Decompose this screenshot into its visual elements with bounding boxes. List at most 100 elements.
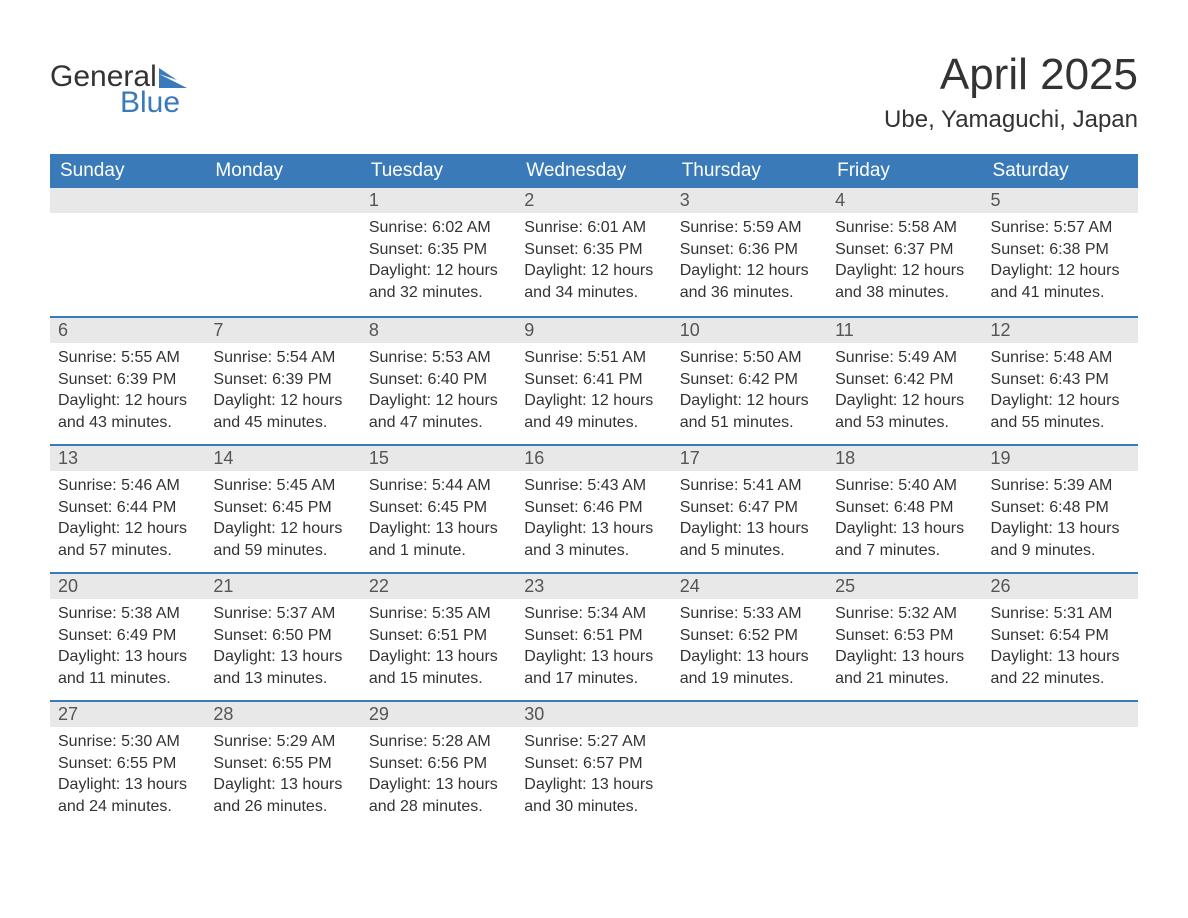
day-details: Sunrise: 5:41 AMSunset: 6:47 PMDaylight:… (672, 471, 827, 567)
day-sunset: Sunset: 6:43 PM (991, 369, 1130, 391)
day-daylight2: and 36 minutes. (680, 282, 819, 304)
empty-day-number-row (827, 700, 982, 727)
day-details: Sunrise: 6:02 AMSunset: 6:35 PMDaylight:… (361, 213, 516, 309)
calendar-day-cell: 28Sunrise: 5:29 AMSunset: 6:55 PMDayligh… (205, 700, 360, 828)
calendar-day-cell: 24Sunrise: 5:33 AMSunset: 6:52 PMDayligh… (672, 572, 827, 700)
day-sunrise: Sunrise: 5:31 AM (991, 603, 1130, 625)
day-daylight2: and 49 minutes. (524, 412, 663, 434)
day-details: Sunrise: 5:50 AMSunset: 6:42 PMDaylight:… (672, 343, 827, 439)
day-sunset: Sunset: 6:35 PM (369, 239, 508, 261)
day-daylight2: and 15 minutes. (369, 668, 508, 690)
weekday-header: Wednesday (516, 154, 671, 188)
brand-logo: General Blue (50, 60, 187, 120)
day-daylight2: and 41 minutes. (991, 282, 1130, 304)
day-details: Sunrise: 5:28 AMSunset: 6:56 PMDaylight:… (361, 727, 516, 823)
day-daylight2: and 51 minutes. (680, 412, 819, 434)
day-daylight2: and 47 minutes. (369, 412, 508, 434)
calendar-day-cell: 22Sunrise: 5:35 AMSunset: 6:51 PMDayligh… (361, 572, 516, 700)
day-number: 1 (361, 188, 516, 213)
day-sunrise: Sunrise: 5:30 AM (58, 731, 197, 753)
day-daylight2: and 53 minutes. (835, 412, 974, 434)
day-number: 18 (827, 444, 982, 471)
day-daylight2: and 19 minutes. (680, 668, 819, 690)
day-sunset: Sunset: 6:46 PM (524, 497, 663, 519)
calendar-day-cell: 2Sunrise: 6:01 AMSunset: 6:35 PMDaylight… (516, 188, 671, 316)
day-sunset: Sunset: 6:48 PM (835, 497, 974, 519)
day-number: 10 (672, 316, 827, 343)
calendar-day-cell: 30 Sunrise: 5:27 AMSunset: 6:57 PMDayligh… (516, 700, 671, 828)
day-sunrise: Sunrise: 6:02 AM (369, 217, 508, 239)
day-details: Sunrise: 5:55 AMSunset: 6:39 PMDaylight:… (50, 343, 205, 439)
day-number: 15 (361, 444, 516, 471)
day-daylight2: and 45 minutes. (213, 412, 352, 434)
day-daylight1: Daylight: 13 hours (213, 646, 352, 668)
day-details: Sunrise: 5:43 AMSunset: 6:46 PMDaylight:… (516, 471, 671, 567)
calendar-day-cell: 7Sunrise: 5:54 AMSunset: 6:39 PMDaylight… (205, 316, 360, 444)
day-daylight2: and 9 minutes. (991, 540, 1130, 562)
day-details: Sunrise: 5:51 AMSunset: 6:41 PMDaylight:… (516, 343, 671, 439)
day-sunset: Sunset: 6:45 PM (369, 497, 508, 519)
day-daylight1: Daylight: 12 hours (991, 260, 1130, 282)
location-subtitle: Ube, Yamaguchi, Japan (884, 106, 1138, 134)
calendar-day-cell: 9Sunrise: 5:51 AMSunset: 6:41 PMDaylight… (516, 316, 671, 444)
day-number: 14 (205, 444, 360, 471)
day-daylight1: Daylight: 13 hours (369, 646, 508, 668)
day-daylight2: and 26 minutes. (213, 796, 352, 818)
day-sunrise: Sunrise: 5:50 AM (680, 347, 819, 369)
calendar-day-cell: 21Sunrise: 5:37 AMSunset: 6:50 PMDayligh… (205, 572, 360, 700)
day-sunrise: Sunrise: 5:49 AM (835, 347, 974, 369)
day-number: 21 (205, 572, 360, 599)
day-sunset: Sunset: 6:37 PM (835, 239, 974, 261)
day-daylight1: Daylight: 13 hours (524, 646, 663, 668)
calendar-week-row: 20Sunrise: 5:38 AMSunset: 6:49 PMDayligh… (50, 572, 1138, 700)
day-number: 20 (50, 572, 205, 599)
day-details: Sunrise: 5:30 AMSunset: 6:55 PMDaylight:… (50, 727, 205, 823)
day-number: 25 (827, 572, 982, 599)
day-number: 24 (672, 572, 827, 599)
calendar-week-row: 27Sunrise: 5:30 AMSunset: 6:55 PMDayligh… (50, 700, 1138, 828)
day-sunset: Sunset: 6:57 PM (524, 753, 663, 775)
day-daylight1: Daylight: 13 hours (524, 774, 663, 796)
day-sunset: Sunset: 6:40 PM (369, 369, 508, 391)
day-sunrise: Sunrise: 5:29 AM (213, 731, 352, 753)
day-number: 12 (983, 316, 1138, 343)
day-daylight2: and 43 minutes. (58, 412, 197, 434)
day-details: Sunrise: 5:32 AMSunset: 6:53 PMDaylight:… (827, 599, 982, 695)
day-number: 5 (983, 188, 1138, 213)
empty-day-number-row (983, 700, 1138, 727)
calendar-day-cell: 26Sunrise: 5:31 AMSunset: 6:54 PMDayligh… (983, 572, 1138, 700)
day-daylight1: Daylight: 13 hours (58, 774, 197, 796)
day-daylight1: Daylight: 12 hours (213, 518, 352, 540)
calendar-day-cell: 3Sunrise: 5:59 AMSunset: 6:36 PMDaylight… (672, 188, 827, 316)
day-number: 2 (516, 188, 671, 213)
day-sunset: Sunset: 6:36 PM (680, 239, 819, 261)
empty-day-number-row (672, 700, 827, 727)
day-details: Sunrise: 5:46 AMSunset: 6:44 PMDaylight:… (50, 471, 205, 567)
day-details: Sunrise: 5:39 AMSunset: 6:48 PMDaylight:… (983, 471, 1138, 567)
day-sunset: Sunset: 6:39 PM (213, 369, 352, 391)
day-daylight1: Daylight: 12 hours (835, 390, 974, 412)
page-header: General Blue April 2025 Ube, Yamaguchi, … (50, 50, 1138, 134)
day-sunrise: Sunrise: 5:40 AM (835, 475, 974, 497)
day-daylight2: and 13 minutes. (213, 668, 352, 690)
day-sunrise: Sunrise: 5:27 AM (524, 731, 663, 753)
day-daylight2: and 55 minutes. (991, 412, 1130, 434)
calendar-day-cell: 8Sunrise: 5:53 AMSunset: 6:40 PMDaylight… (361, 316, 516, 444)
day-sunrise: Sunrise: 5:58 AM (835, 217, 974, 239)
day-daylight2: and 7 minutes. (835, 540, 974, 562)
day-sunrise: Sunrise: 5:41 AM (680, 475, 819, 497)
day-details: Sunrise: 5:31 AMSunset: 6:54 PMDaylight:… (983, 599, 1138, 695)
day-sunset: Sunset: 6:49 PM (58, 625, 197, 647)
day-sunrise: Sunrise: 5:53 AM (369, 347, 508, 369)
day-sunset: Sunset: 6:42 PM (835, 369, 974, 391)
day-details: Sunrise: 5:40 AMSunset: 6:48 PMDaylight:… (827, 471, 982, 567)
day-number: 8 (361, 316, 516, 343)
calendar-empty-cell (205, 188, 360, 316)
day-sunrise: Sunrise: 5:35 AM (369, 603, 508, 625)
day-number: 4 (827, 188, 982, 213)
day-sunset: Sunset: 6:55 PM (58, 753, 197, 775)
calendar-day-cell: 13Sunrise: 5:46 AMSunset: 6:44 PMDayligh… (50, 444, 205, 572)
day-number: 30 (516, 700, 671, 727)
day-sunrise: Sunrise: 5:45 AM (213, 475, 352, 497)
calendar-day-cell: 29Sunrise: 5:28 AMSunset: 6:56 PMDayligh… (361, 700, 516, 828)
